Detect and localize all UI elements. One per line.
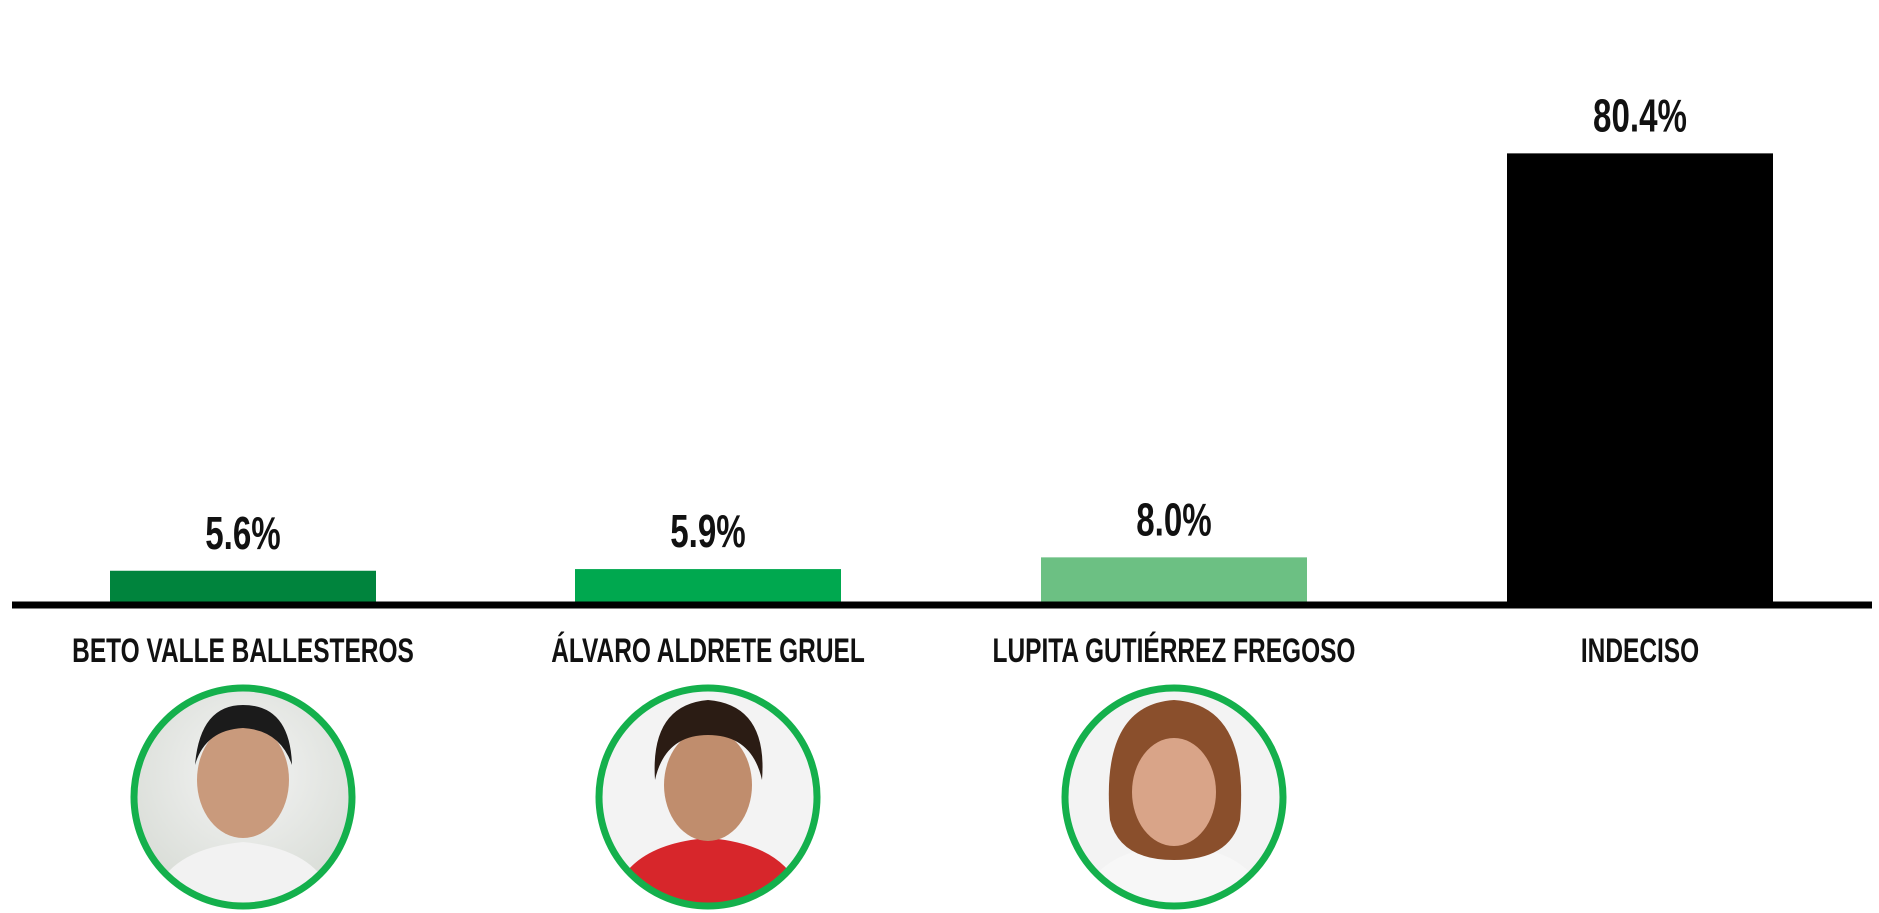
bar (1041, 557, 1307, 602)
category-label: BETO VALLE BALLESTEROS (72, 632, 414, 670)
photo (1068, 691, 1280, 903)
value-label: 8.0% (1136, 495, 1211, 545)
photo-frame (595, 684, 821, 910)
bar (575, 569, 841, 602)
bar (1507, 153, 1773, 603)
photo-frame (1061, 684, 1287, 910)
bar (110, 570, 376, 602)
photo-frame (130, 684, 356, 910)
value-label: 5.6% (205, 509, 280, 559)
category-label: ÁLVARO ALDRETE GRUEL (551, 631, 865, 670)
category-label: LUPITA GUTIÉRREZ FREGOSO (993, 631, 1356, 670)
value-label: 5.9% (670, 507, 745, 557)
value-label: 80.4% (1593, 91, 1687, 141)
category-label: INDECISO (1581, 632, 1699, 670)
